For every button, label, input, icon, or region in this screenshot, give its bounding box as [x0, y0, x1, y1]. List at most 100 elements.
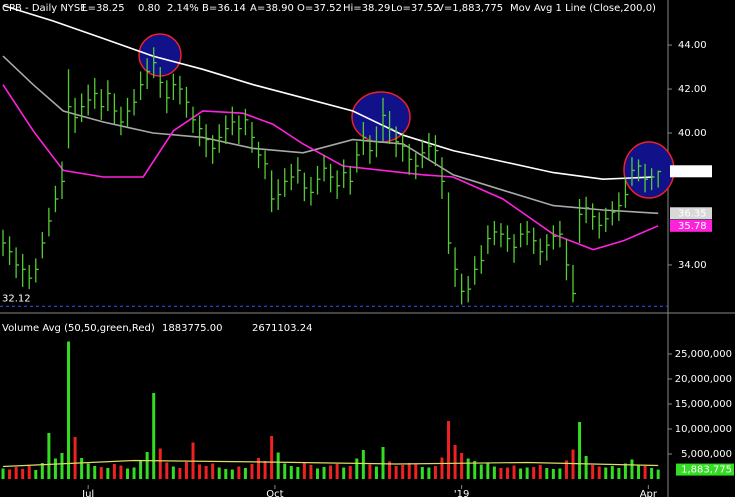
volume-bar: [532, 467, 536, 479]
volume-bar: [302, 462, 306, 479]
volume-bar: [8, 469, 12, 479]
volume-bar: [545, 468, 549, 479]
volume-bar: [479, 464, 483, 479]
volume-bar: [243, 468, 247, 479]
volume-bar: [263, 461, 267, 479]
volume-bar: [656, 469, 660, 479]
volume-bar: [584, 456, 588, 479]
x-tick-label: Oct: [266, 489, 283, 497]
volume-bar: [40, 463, 44, 479]
volume-bar: [525, 467, 529, 479]
volume-bar: [198, 464, 202, 479]
volume-bar: [60, 453, 64, 479]
volume-bar: [250, 464, 254, 479]
volume-bar: [538, 465, 542, 479]
volume-bar: [374, 466, 378, 479]
volume-bar: [447, 421, 451, 479]
volume-bar: [623, 463, 627, 479]
volume-legend: 1883775.00: [162, 323, 222, 334]
header-text: 0.80: [138, 3, 160, 14]
volume-bar: [53, 458, 57, 479]
volume-bar: [289, 466, 293, 479]
x-tick-label: '19: [454, 489, 469, 497]
volume-bar: [348, 466, 352, 479]
volume-bar: [591, 465, 595, 479]
volume-tag: [676, 463, 734, 476]
volume-bar: [237, 466, 241, 479]
volume-bar: [152, 393, 156, 479]
volume-bar: [440, 457, 444, 479]
volume-bar: [224, 469, 228, 479]
volume-bar: [499, 468, 503, 479]
volume-bar: [381, 447, 385, 479]
volume-bar: [34, 470, 38, 479]
volume-legend: 2671103.24: [252, 323, 312, 334]
volume-bar: [512, 465, 516, 479]
volume-bar: [217, 467, 221, 479]
volume-bar: [505, 467, 509, 479]
volume-bar: [315, 468, 319, 479]
volume-bar: [27, 466, 31, 479]
price-tag-label: 36.35: [678, 208, 707, 219]
volume-bar: [204, 466, 208, 479]
volume-bar: [361, 450, 365, 479]
x-tick-label: Apr: [640, 489, 658, 497]
header-text: Mov Avg 1 Line (Close,200,0): [510, 3, 656, 14]
volume-bar: [322, 467, 326, 479]
volume-bar: [276, 452, 280, 479]
volume-bar: [119, 465, 123, 479]
volume-bar: [296, 467, 300, 479]
moving-average: [2, 55, 659, 215]
volume-bar: [460, 453, 464, 479]
volume-bar: [211, 463, 215, 479]
volume-bar: [571, 449, 575, 479]
volume-bar: [21, 469, 25, 479]
price-tag: [670, 165, 712, 178]
volume-average: [2, 459, 659, 468]
volume-bar: [158, 448, 162, 479]
volume-bar: [270, 436, 274, 479]
header-text: O=37.52: [297, 3, 342, 14]
volume-bar: [597, 466, 601, 479]
volume-bar: [610, 466, 614, 479]
price-tag-label: 38.26: [678, 166, 707, 177]
price-tag: [670, 207, 712, 220]
volume-y-tick-label: 15,000,000: [675, 399, 732, 410]
y-tick-label: 42.00: [678, 84, 707, 95]
x-tick-label: Jul: [81, 489, 94, 497]
volume-bar: [558, 468, 562, 479]
header-text: CPB - Daily NYSE: [2, 3, 87, 14]
volume-bar: [420, 467, 424, 479]
volume-bar: [145, 452, 149, 479]
volume-bar: [99, 467, 103, 479]
volume-bar: [643, 466, 647, 479]
volume-bar: [93, 466, 97, 479]
volume-bar: [342, 467, 346, 479]
volume-bar: [230, 469, 234, 479]
header-text: A=38.90: [250, 3, 294, 14]
volume-bar: [67, 341, 71, 479]
volume-bar: [335, 464, 339, 479]
volume-bar: [14, 467, 18, 479]
volume-bar: [125, 468, 129, 479]
volume-bar: [329, 465, 333, 479]
volume-bar: [414, 464, 418, 479]
volume-bar: [551, 469, 555, 479]
volume-bar: [165, 462, 169, 479]
volume-bar: [257, 458, 261, 479]
volume-bar: [1, 468, 5, 479]
moving-average: [2, 4, 653, 181]
volume-bar: [112, 464, 116, 479]
volume-tag-label: 1,883,775: [681, 465, 732, 476]
volume-y-tick-label: 25,000,000: [675, 349, 732, 360]
volume-bar: [564, 460, 568, 479]
volume-bar: [578, 422, 582, 479]
volume-bar: [139, 461, 143, 479]
volume-bar: [466, 458, 470, 479]
volume-bar: [368, 464, 372, 479]
volume-bar: [519, 468, 523, 479]
volume-bar: [637, 465, 641, 479]
header-text: B=36.14: [202, 3, 246, 14]
price-tag-label: 35.78: [678, 221, 707, 232]
